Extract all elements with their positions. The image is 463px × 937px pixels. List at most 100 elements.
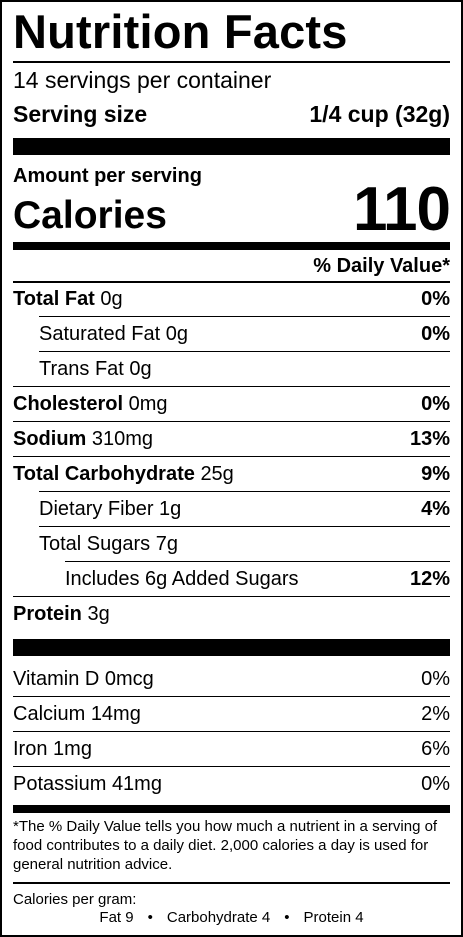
vitamin-row: Vitamin D 0mcg 0% xyxy=(13,662,450,697)
nutrient-name-amount: Trans Fat 0g xyxy=(13,358,152,381)
nutrient-name-amount: Total Carbohydrate 25g xyxy=(13,463,234,486)
row-divider xyxy=(39,525,450,527)
calories-label: Calories xyxy=(13,194,167,237)
calories-per-gram-label: Calories per gram: xyxy=(13,891,137,908)
row-divider xyxy=(13,595,450,597)
row-divider xyxy=(39,490,450,492)
nutrient-row: Cholesterol 0mg 0% xyxy=(13,387,450,422)
nutrient-name-amount: Total Fat 0g xyxy=(13,288,123,311)
separator-dot: • xyxy=(147,909,153,926)
label-title: Nutrition Facts xyxy=(13,5,348,58)
nutrient-amount: 0g xyxy=(100,288,123,310)
nutrient-amount: 3g xyxy=(87,603,110,625)
protein-calories-per-gram: Protein 4 xyxy=(303,909,364,926)
vitamin-daily-value: 6% xyxy=(421,738,450,760)
vitamin-amount: 0mcg xyxy=(104,668,154,690)
vitamin-name: Potassium xyxy=(13,773,107,795)
vitamin-name: Vitamin D xyxy=(13,668,100,690)
nutrient-row: Total Sugars 7g xyxy=(13,527,450,562)
vitamin-list: Vitamin D 0mcg 0% Calcium 14mg 2% Iron 1mg 6%… xyxy=(13,662,450,802)
nutrient-name: Protein xyxy=(13,603,82,625)
vitamin-daily-value: 0% xyxy=(421,773,450,795)
nutrient-name: Trans Fat xyxy=(39,358,124,380)
fat-calories-per-gram: Fat 9 xyxy=(99,909,134,926)
daily-value-footnote: *The % Daily Value tells you how much a … xyxy=(13,818,438,873)
vitamin-name-amount: Iron 1mg xyxy=(13,738,92,761)
nutrient-amount: 7g xyxy=(155,533,178,555)
carbohydrate-calories-per-gram: Carbohydrate 4 xyxy=(166,909,271,926)
nutrient-amount: 25g xyxy=(200,463,234,485)
divider xyxy=(13,281,450,283)
nutrient-daily-value: 0% xyxy=(421,393,450,415)
row-divider xyxy=(39,315,450,317)
nutrient-row: Saturated Fat 0g 0% xyxy=(13,317,450,352)
vitamin-name-amount: Calcium 14mg xyxy=(13,703,141,726)
divider xyxy=(13,61,450,63)
row-divider xyxy=(13,730,450,732)
calories-per-gram-values: Fat 9 • Carbohydrate 4 • Protein 4 xyxy=(13,909,450,927)
row-divider xyxy=(13,765,450,767)
nutrient-name: Dietary Fiber xyxy=(39,498,154,520)
nutrient-row: Trans Fat 0g xyxy=(13,352,450,387)
nutrient-row: Protein 3g xyxy=(13,597,450,632)
nutrient-name-amount: Cholesterol 0mg xyxy=(13,393,168,416)
vitamin-daily-value: 2% xyxy=(421,703,450,725)
medium-divider xyxy=(13,242,450,250)
nutrient-daily-value: 4% xyxy=(421,498,450,520)
row-divider xyxy=(39,350,450,352)
nutrient-row: Total Fat 0g 0% xyxy=(13,282,450,317)
amount-per-serving: Amount per serving xyxy=(13,165,202,187)
nutrient-name: Total Fat xyxy=(13,288,95,310)
nutrient-amount: 0mg xyxy=(128,393,168,415)
nutrient-name: Includes 6g Added Sugars xyxy=(65,568,299,590)
vitamin-name: Iron xyxy=(13,738,48,760)
nutrient-amount: 1g xyxy=(159,498,182,520)
nutrient-row: Sodium 310mg 13% xyxy=(13,422,450,457)
nutrient-name-amount: Sodium 310mg xyxy=(13,428,153,451)
vitamin-row: Potassium 41mg 0% xyxy=(13,767,450,802)
nutrient-daily-value: 0% xyxy=(421,288,450,310)
nutrient-name: Total Carbohydrate xyxy=(13,463,195,485)
nutrient-amount: 310mg xyxy=(91,428,154,450)
vitamin-daily-value: 0% xyxy=(421,668,450,690)
row-divider xyxy=(13,385,450,387)
vitamin-amount: 1mg xyxy=(53,738,92,760)
nutrient-name-amount: Protein 3g xyxy=(13,603,110,626)
servings-per-container: 14 servings per container xyxy=(13,67,272,93)
serving-size-row: Serving size 1/4 cup (32g) xyxy=(13,99,450,129)
nutrient-row: Total Carbohydrate 25g 9% xyxy=(13,457,450,492)
divider xyxy=(13,882,450,884)
nutrient-name: Sodium xyxy=(13,428,87,450)
daily-value-header: % Daily Value* xyxy=(313,255,450,277)
row-divider xyxy=(13,420,450,422)
nutrient-amount: 0g xyxy=(165,323,188,345)
vitamin-row: Calcium 14mg 2% xyxy=(13,697,450,732)
vitamin-amount: 14mg xyxy=(90,703,141,725)
row-divider xyxy=(65,560,450,562)
nutrient-daily-value: 0% xyxy=(421,323,450,345)
thick-divider xyxy=(13,138,450,155)
calories-row: Calories 110 xyxy=(13,175,451,244)
calories-value: 110 xyxy=(352,175,451,244)
nutrient-daily-value: 9% xyxy=(421,463,450,485)
vitamin-name-amount: Potassium 41mg xyxy=(13,773,162,796)
serving-size-label: Serving size xyxy=(13,101,148,127)
vitamin-name-amount: Vitamin D 0mcg xyxy=(13,668,154,691)
nutrient-amount: 0g xyxy=(129,358,152,380)
row-divider xyxy=(13,695,450,697)
nutrient-name-amount: Saturated Fat 0g xyxy=(13,323,188,346)
nutrient-name-amount: Total Sugars 7g xyxy=(13,533,178,556)
nutrient-daily-value: 12% xyxy=(409,568,450,590)
serving-size-value: 1/4 cup (32g) xyxy=(309,101,450,127)
nutrient-name-amount: Dietary Fiber 1g xyxy=(13,498,181,521)
nutrient-daily-value: 13% xyxy=(409,428,450,450)
separator-dot: • xyxy=(284,909,290,926)
nutrient-name-amount: Includes 6g Added Sugars xyxy=(13,568,299,591)
row-divider xyxy=(13,455,450,457)
vitamin-row: Iron 1mg 6% xyxy=(13,732,450,767)
medium-divider xyxy=(13,805,450,813)
vitamin-amount: 41mg xyxy=(111,773,162,795)
vitamin-name: Calcium xyxy=(13,703,86,725)
thick-divider xyxy=(13,639,450,656)
